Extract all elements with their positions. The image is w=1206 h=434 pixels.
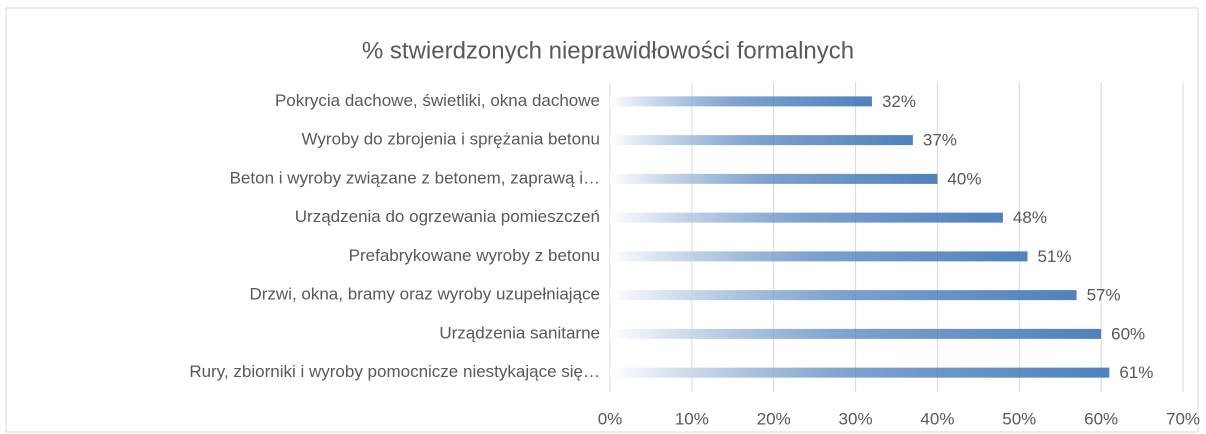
y-tick-label: Rury, zbiorniki i wyroby pomocnicze nies… [189, 362, 600, 381]
y-tick-label: Wyroby do zbrojenia i sprężania betonu [302, 130, 600, 149]
bar [610, 96, 872, 107]
value-label: 40% [947, 169, 981, 188]
value-label: 57% [1087, 286, 1121, 305]
bar [610, 173, 938, 184]
x-tick-label: 70% [1166, 409, 1200, 428]
y-tick-label: Pokrycia dachowe, świetliki, okna dachow… [275, 91, 600, 110]
chart-title: % stwierdzonych nieprawidłowości formaln… [362, 37, 854, 64]
value-label: 61% [1119, 363, 1153, 382]
bar [610, 367, 1110, 378]
y-tick-label: Prefabrykowane wyroby z betonu [349, 246, 600, 265]
y-tick-label: Urządzenia sanitarne [439, 323, 600, 342]
bar [610, 212, 1003, 223]
x-tick-label: 40% [920, 409, 954, 428]
x-tick-label: 20% [757, 409, 791, 428]
y-tick-label: Beton i wyroby związane z betonem, zapra… [230, 168, 600, 187]
x-tick-label: 0% [598, 409, 623, 428]
value-label: 48% [1013, 208, 1047, 227]
x-tick-label: 60% [1084, 409, 1118, 428]
value-label: 37% [923, 131, 957, 150]
bar [610, 328, 1102, 339]
y-tick-label: Urządzenia do ogrzewania pomieszczeń [295, 207, 600, 226]
bar [610, 135, 913, 146]
value-label: 60% [1111, 324, 1145, 343]
y-tick-label: Drzwi, okna, bramy oraz wyroby uzupełnia… [249, 285, 600, 304]
bar [610, 290, 1077, 301]
value-label: 51% [1037, 247, 1071, 266]
value-label: 32% [882, 92, 916, 111]
x-tick-label: 30% [839, 409, 873, 428]
x-tick-label: 10% [675, 409, 709, 428]
bar [610, 251, 1028, 262]
x-tick-label: 50% [1002, 409, 1036, 428]
